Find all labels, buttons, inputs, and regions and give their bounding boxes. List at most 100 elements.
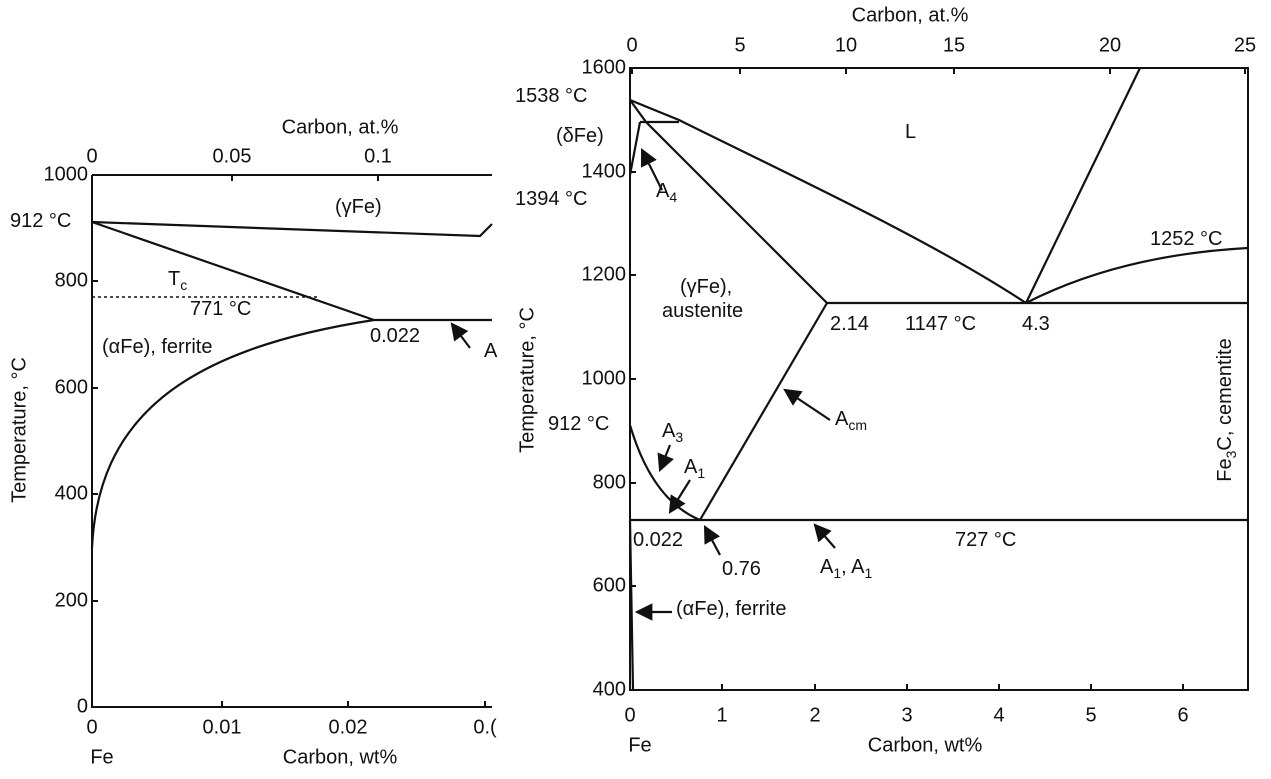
label-text: (αFe), ferrite	[676, 598, 786, 620]
label-text: 1252 °C	[1150, 228, 1223, 250]
label-text: A	[484, 340, 498, 362]
label-text: (γFe),	[680, 276, 732, 298]
label-text: 0.022	[370, 325, 420, 347]
x-tick-label: 3	[901, 704, 912, 726]
label-subscript: 3	[1223, 450, 1239, 458]
label: (γFe),	[680, 276, 732, 298]
top-axis-title: Carbon, at.%	[282, 116, 399, 138]
label-text: 1538 °C	[515, 85, 588, 107]
y-tick-label: 400	[55, 482, 88, 504]
label-subscript: 1	[697, 465, 705, 481]
x-axis-title: Carbon, wt%	[283, 746, 398, 768]
label: A1	[684, 456, 705, 480]
x-tick-label: 0.(	[473, 716, 497, 738]
y-tick-label: 600	[593, 574, 626, 596]
label-text: 727 °C	[955, 529, 1016, 551]
label-text: 4.3	[1022, 313, 1050, 335]
label-text: , A	[841, 556, 865, 578]
label-text: 771 °C	[190, 298, 251, 320]
label: (γFe)	[335, 196, 382, 218]
top-tick-label: 0.05	[213, 145, 252, 167]
x-tick-label: 0	[624, 704, 635, 726]
top-tick-label: 15	[943, 34, 965, 56]
label: A4	[656, 180, 677, 204]
label-text: A	[684, 456, 698, 478]
label: austenite	[662, 300, 743, 322]
top-tick-label: 20	[1099, 34, 1121, 56]
label-text: (γFe)	[335, 196, 382, 218]
label: Tc	[168, 268, 187, 292]
label-text: A	[820, 556, 834, 578]
label: Acm	[835, 408, 867, 432]
label: (δFe)	[556, 125, 604, 147]
y-tick-label: 1000	[44, 163, 89, 185]
y-tick-label: 0	[77, 695, 88, 717]
x-tick-label: 6	[1177, 704, 1188, 726]
label-subscript: cm	[848, 417, 867, 433]
label: (αFe), ferrite	[676, 598, 786, 620]
label-text: A	[662, 420, 676, 442]
top-axis-title: Carbon, at.%	[852, 4, 969, 26]
label-text: A	[656, 180, 670, 202]
label: A1, A1	[820, 556, 873, 580]
y-tick-label: 800	[55, 269, 88, 291]
label-text: (δFe)	[556, 125, 604, 147]
label-text: 1147 °C	[905, 313, 976, 335]
label: A	[484, 340, 498, 362]
y-tick-label: 800	[593, 471, 626, 493]
y-tick-label: 200	[55, 589, 88, 611]
label: 1394 °C	[515, 188, 588, 210]
label: 771 °C	[190, 298, 251, 320]
label: A3	[662, 420, 683, 444]
label-text: 912 °C	[10, 210, 71, 232]
label: 727 °C	[955, 529, 1016, 551]
x-tick-label: 1	[716, 704, 727, 726]
y-axis-title: Temperature, °C	[8, 357, 30, 503]
label-text: L	[905, 121, 916, 143]
top-tick-label: 25	[1234, 34, 1256, 56]
x-tick-label: 2	[809, 704, 820, 726]
top-tick-label: 5	[734, 34, 745, 56]
label-text: C, cementite	[1214, 338, 1236, 450]
label-subscript: 3	[675, 429, 683, 445]
x-tick-label: 0	[86, 716, 97, 738]
left-plot-lines	[90, 174, 493, 708]
x-axis-origin: Fe	[90, 746, 113, 768]
label: 1538 °C	[515, 85, 588, 107]
label: 0.022	[370, 325, 420, 347]
label-text: T	[168, 268, 180, 290]
y-tick-label: 400	[593, 678, 626, 700]
top-tick-label: 0.1	[364, 145, 392, 167]
y-tick-label: 1200	[582, 263, 627, 285]
label-subscript: 1	[833, 565, 841, 581]
label-text: 0.022	[633, 529, 683, 551]
label: 0.76	[722, 558, 761, 580]
label-subscript: 1	[865, 565, 873, 581]
top-tick-label: 10	[835, 34, 857, 56]
x-tick-label: 0.01	[203, 716, 242, 738]
label-text: A	[835, 408, 849, 430]
label: L	[905, 121, 916, 143]
label-text: 2.14	[830, 313, 869, 335]
label-subscript: c	[180, 277, 187, 293]
label-text: austenite	[662, 300, 743, 322]
label-subscript: 4	[669, 189, 677, 205]
label: 0.022	[633, 529, 683, 551]
label-text: 0.76	[722, 558, 761, 580]
x-axis-title: Carbon, wt%	[868, 734, 983, 756]
right-plot-lines	[628, 67, 1249, 691]
x-tick-label: 4	[993, 704, 1004, 726]
label: 912 °C	[548, 413, 609, 435]
label: Fe3C, cementite	[1214, 338, 1238, 481]
label-text: 1394 °C	[515, 188, 588, 210]
label: (αFe), ferrite	[102, 336, 212, 358]
y-tick-label: 1400	[582, 160, 627, 182]
y-axis-title: Temperature, °C	[516, 307, 538, 453]
label-text: Fe	[1214, 458, 1236, 481]
label: 1147 °C	[905, 313, 976, 335]
top-tick-label: 0	[626, 34, 637, 56]
y-tick-label: 1000	[582, 367, 627, 389]
y-tick-label: 600	[55, 376, 88, 398]
label: 2.14	[830, 313, 869, 335]
